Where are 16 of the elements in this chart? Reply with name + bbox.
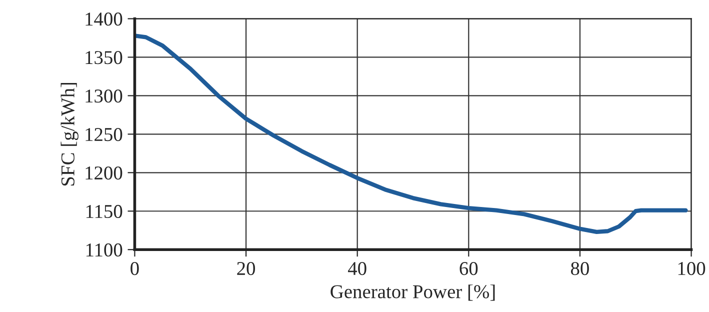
y-tick-label: 1250 xyxy=(86,128,122,142)
y-tick-label: 1300 xyxy=(86,89,122,103)
y-tick-label: 1350 xyxy=(86,51,122,64)
x-axis-title: Generator Power [%] xyxy=(330,284,495,301)
line-series xyxy=(134,34,688,234)
y-tick-label: 1400 xyxy=(86,12,122,26)
y-tick-label: 1200 xyxy=(86,166,122,180)
x-tick-label: 100 xyxy=(678,262,706,276)
y-tick-label: 1100 xyxy=(86,243,122,257)
x-tick-label: 0 xyxy=(130,262,139,276)
x-tick-label: 20 xyxy=(237,262,256,276)
y-axis-title: SFC [g/kWh] xyxy=(60,82,78,186)
x-tick-label: 40 xyxy=(348,262,366,276)
x-tick-label: 80 xyxy=(570,262,589,276)
y-tick-label: 1150 xyxy=(86,204,122,218)
x-tick-label: 60 xyxy=(460,262,478,276)
